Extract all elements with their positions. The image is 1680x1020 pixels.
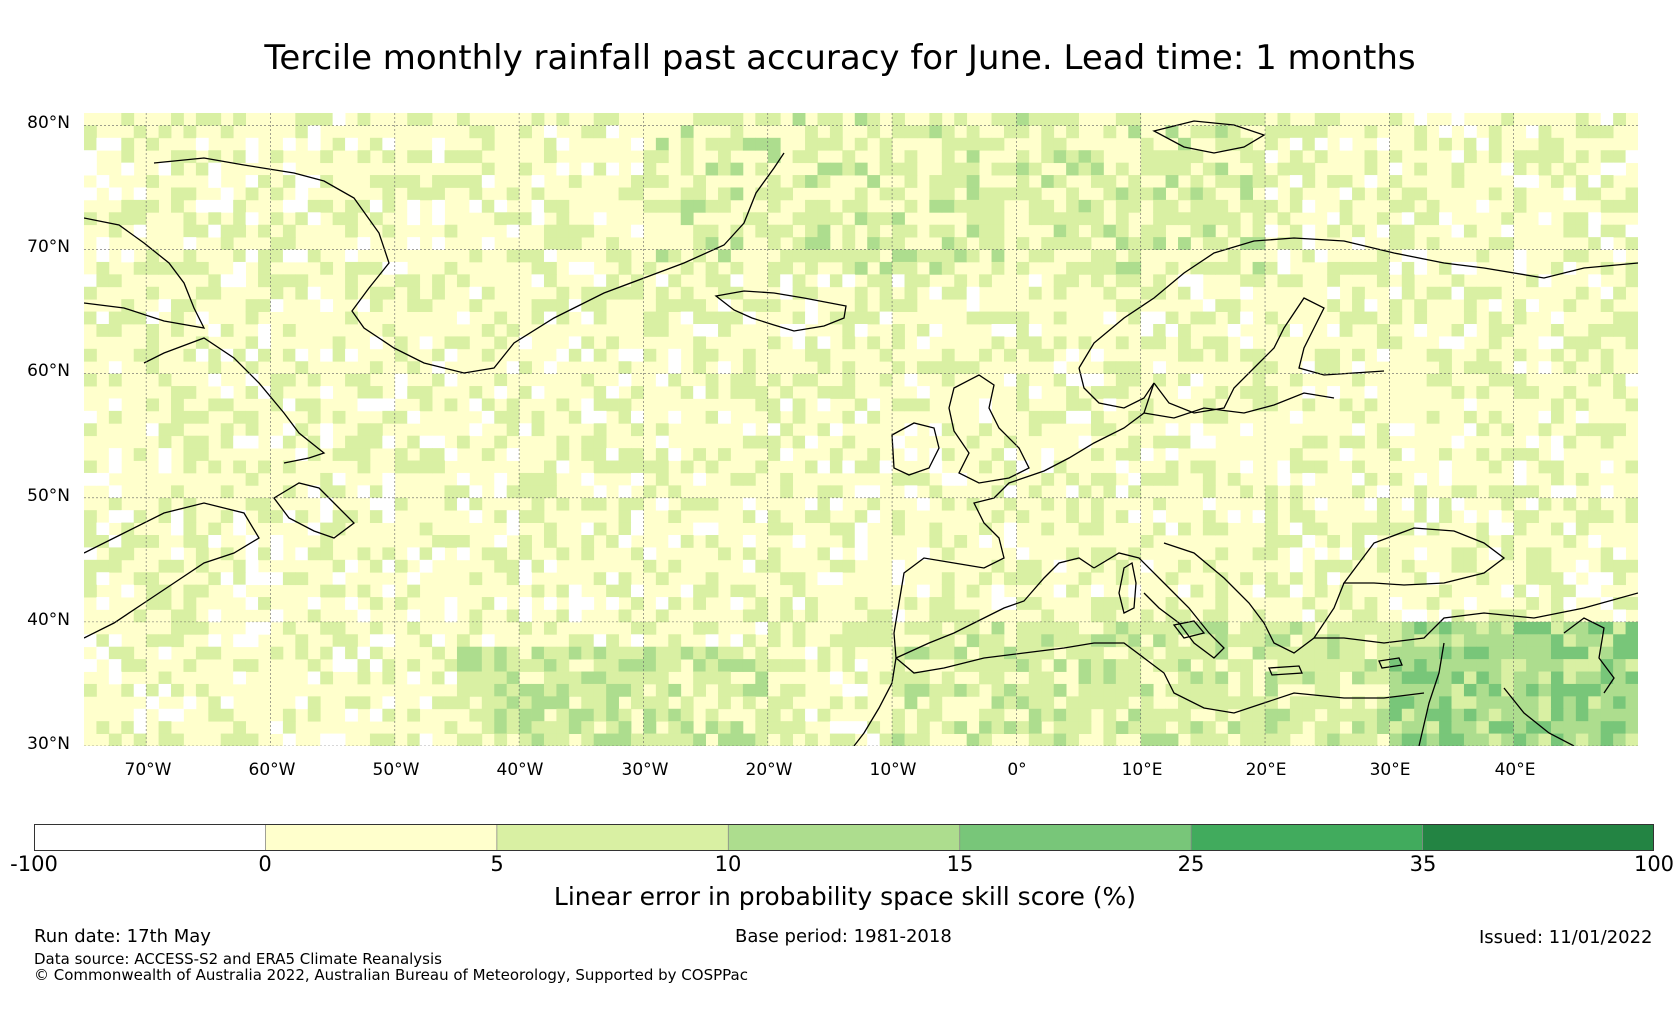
colorbar-segment (1191, 824, 1424, 851)
data-source: Data source: ACCESS-S2 and ERA5 Climate … (34, 950, 442, 968)
colorbar-segment (959, 824, 1192, 851)
lon-label: 60°W (248, 760, 296, 780)
lon-label: 30°W (621, 760, 669, 780)
lon-label: 40°E (1494, 760, 1536, 780)
run-date: Run date: 17th May (34, 926, 211, 947)
graticule (84, 113, 1638, 746)
coast-ireland (891, 422, 940, 476)
colorbar-tick: 5 (490, 852, 504, 876)
coast-red-sea (1503, 687, 1575, 746)
colorbar-segments (34, 824, 1654, 851)
coast-cyprus (1378, 657, 1403, 669)
colorbar-segment (265, 824, 498, 851)
coast-nova-scotia (84, 502, 260, 639)
lon-label: 40°W (496, 760, 544, 780)
colorbar-tick: 100 (1633, 852, 1675, 876)
colorbar-tick: 0 (258, 852, 272, 876)
coast-canada-north (84, 217, 206, 329)
issued-date: Issued: 11/01/2022 (1479, 927, 1653, 948)
coast-corsica-sardinia (1118, 561, 1137, 614)
lat-label: 50°N (27, 486, 70, 506)
coast-turkey (1314, 592, 1638, 644)
lon-label: 0° (1007, 760, 1027, 780)
lon-label: 30°E (1369, 760, 1411, 780)
lon-label: 20°E (1245, 760, 1287, 780)
colorbar-tick: 25 (1177, 852, 1205, 876)
coast-iberia-med (895, 557, 1095, 659)
colorbar-tick: 15 (946, 852, 974, 876)
lon-label: 70°W (124, 760, 172, 780)
map-title: Tercile monthly rainfall past accuracy f… (264, 38, 1416, 78)
lat-label: 60°N (27, 361, 70, 381)
coast-scandinavia (1078, 237, 1638, 369)
lon-label: 50°W (372, 760, 420, 780)
coast-black-sea (1342, 527, 1506, 586)
coast-newfoundland (273, 482, 355, 539)
colorbar-segment (728, 824, 961, 851)
coast-labrador (143, 337, 326, 464)
coastlines (84, 120, 1638, 746)
lat-label: 80°N (27, 113, 70, 133)
skill-score-map (84, 113, 1638, 746)
colorbar (34, 824, 1654, 851)
coast-morocco (853, 657, 897, 746)
colorbar-label: Linear error in probability space skill … (553, 882, 1137, 911)
coast-norway-south (1078, 367, 1155, 409)
colorbar-segment (34, 824, 266, 851)
lat-label: 30°N (27, 734, 70, 754)
colorbar-tick: 10 (714, 852, 742, 876)
coast-baltic-south (1143, 392, 1335, 419)
colorbar-tick: -100 (10, 852, 58, 876)
skill-grid-cells (84, 113, 1638, 746)
coast-crete (1268, 665, 1303, 676)
lat-label: 70°N (27, 237, 70, 257)
coast-balkans (1163, 542, 1345, 654)
lat-label: 40°N (27, 610, 70, 630)
coast-italy (1093, 552, 1225, 659)
coast-europe-atlantic (893, 382, 1155, 659)
colorbar-segment (496, 824, 729, 851)
colorbar-tick: 35 (1409, 852, 1437, 876)
lon-label: 10°W (869, 760, 917, 780)
colorbar-segment (1422, 824, 1654, 851)
base-period: Base period: 1981-2018 (735, 926, 952, 947)
coast-levant (1418, 642, 1445, 746)
lon-label: 20°W (745, 760, 793, 780)
coast-north-africa (895, 642, 1425, 714)
copyright: © Commonwealth of Australia 2022, Austra… (34, 966, 748, 984)
coast-caspian (1563, 617, 1615, 694)
coast-iceland (714, 290, 847, 332)
coast-svalbard (1152, 120, 1266, 154)
lon-label: 10°E (1121, 760, 1163, 780)
coast-greenland (153, 152, 785, 374)
coast-great-britain (948, 374, 1030, 484)
coast-sicily (1172, 620, 1206, 639)
coast-sweden-baltic (1153, 297, 1385, 414)
